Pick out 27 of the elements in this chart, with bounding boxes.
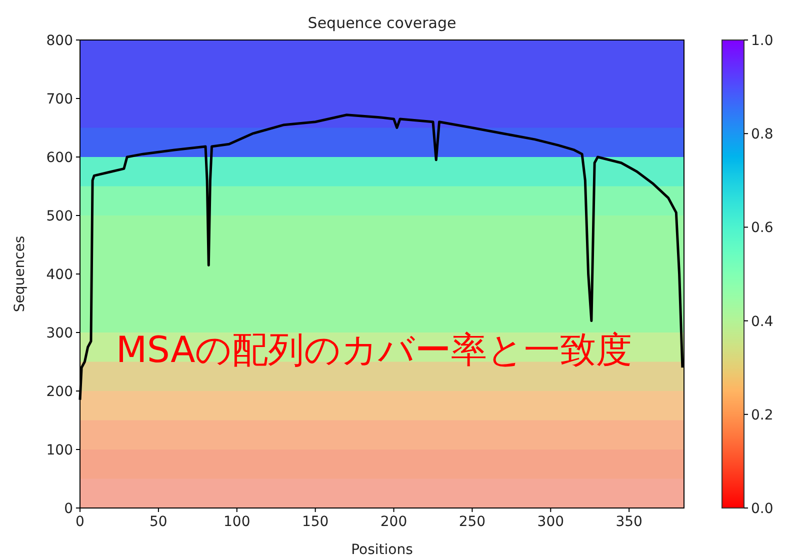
- color-bar-label: 0.6: [751, 220, 774, 236]
- x-tick-label: 200: [380, 514, 408, 530]
- color-bar-label: 0.8: [751, 126, 774, 143]
- annotation: MSAの配列のカバー率と一致度: [116, 330, 632, 371]
- x-tick-label: 300: [537, 514, 564, 530]
- y-tick-label: 800: [46, 33, 73, 49]
- x-tick-label: 350: [616, 514, 642, 530]
- y-tick-label: 600: [46, 150, 73, 166]
- y-tick-label: 500: [46, 208, 73, 224]
- color-bar-label: 0.2: [751, 407, 774, 424]
- x-tick-label: 100: [224, 514, 250, 530]
- color-bar-label: 0.0: [751, 501, 774, 517]
- y-tick-label: 700: [46, 92, 73, 108]
- x-axis-title: Positions: [351, 542, 413, 558]
- x-tick-label: 50: [150, 514, 168, 530]
- x-tick-label: 0: [76, 514, 84, 530]
- y-axis-title: Sequences: [12, 236, 28, 312]
- y-tick-label: 100: [46, 442, 73, 458]
- chart-title: Sequence coverage: [308, 14, 456, 32]
- y-tick-label: 400: [46, 267, 73, 283]
- y-tick-label: 200: [46, 384, 73, 400]
- color-bar-label: 1.0: [751, 33, 774, 49]
- x-tick-label: 150: [302, 514, 329, 530]
- y-tick-label: 300: [46, 326, 73, 342]
- x-tick-label: 250: [458, 514, 486, 530]
- color-bar-label: 0.4: [751, 314, 774, 330]
- y-tick-label: 0: [64, 501, 73, 517]
